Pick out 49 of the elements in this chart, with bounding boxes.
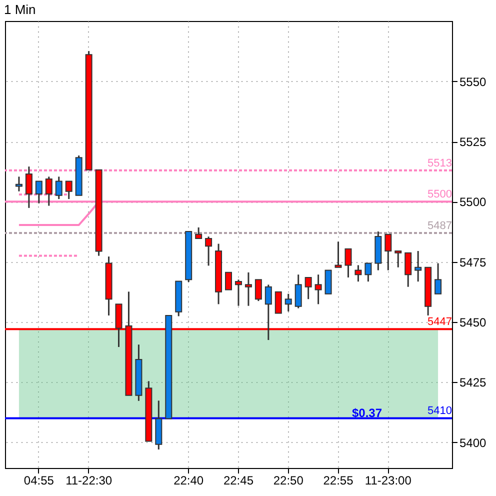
candlestick	[354, 264, 362, 282]
candlestick	[15, 176, 22, 192]
ref-line-label: 5410	[428, 405, 452, 418]
candlestick	[45, 176, 52, 207]
y-tick-label: 5400	[460, 436, 487, 450]
y-tick-label: 5475	[460, 255, 487, 270]
candlestick	[414, 250, 422, 282]
ref-line-label: 5487	[428, 220, 452, 232]
y-tick-label: 5425	[460, 376, 487, 390]
annotation: $0.37	[352, 406, 382, 420]
candlestick	[274, 291, 282, 314]
candlestick	[264, 284, 272, 341]
candlestick	[324, 270, 332, 294]
candlestick	[394, 250, 402, 268]
x-tick-label: 11-22:30	[66, 474, 112, 488]
y-tick-label: 5450	[460, 315, 487, 330]
candlestick	[294, 274, 302, 310]
candlestick	[35, 180, 42, 204]
candlestick	[244, 272, 252, 307]
candlestick	[404, 252, 412, 288]
y-tick-label: 5525	[460, 135, 487, 150]
candlestick	[195, 226, 202, 240]
candlestick	[434, 262, 442, 295]
candlestick	[344, 248, 352, 278]
ref-line-label: 5513	[428, 157, 452, 170]
x-tick-label: 04:55	[24, 474, 54, 488]
x-tick-label: 22:40	[174, 474, 204, 488]
candlestick	[225, 272, 232, 290]
candlestick	[25, 166, 32, 209]
ref-line-label: 5447	[428, 316, 452, 328]
candlestick	[314, 274, 322, 305]
candlestick	[284, 293, 292, 312]
x-tick-label: 22:55	[323, 474, 354, 488]
y-tick-label: 5500	[460, 195, 487, 210]
x-tick-label: 11-23:00	[364, 474, 412, 488]
candlestick	[304, 276, 312, 300]
candlestick	[65, 180, 72, 200]
x-tick-label: 22:50	[273, 474, 304, 488]
x-tick-label: 22:45	[223, 474, 254, 488]
candlestick	[234, 278, 242, 307]
candlestick	[364, 262, 372, 282]
ref-line-label: 5500	[428, 188, 452, 201]
chart-title: 1 Min	[4, 2, 36, 17]
candlestick	[205, 236, 212, 266]
candlestick	[334, 240, 342, 268]
candlestick	[254, 278, 262, 302]
candlestick	[55, 176, 62, 200]
candlestick	[384, 234, 392, 271]
y-tick-label: 5550	[460, 74, 487, 89]
